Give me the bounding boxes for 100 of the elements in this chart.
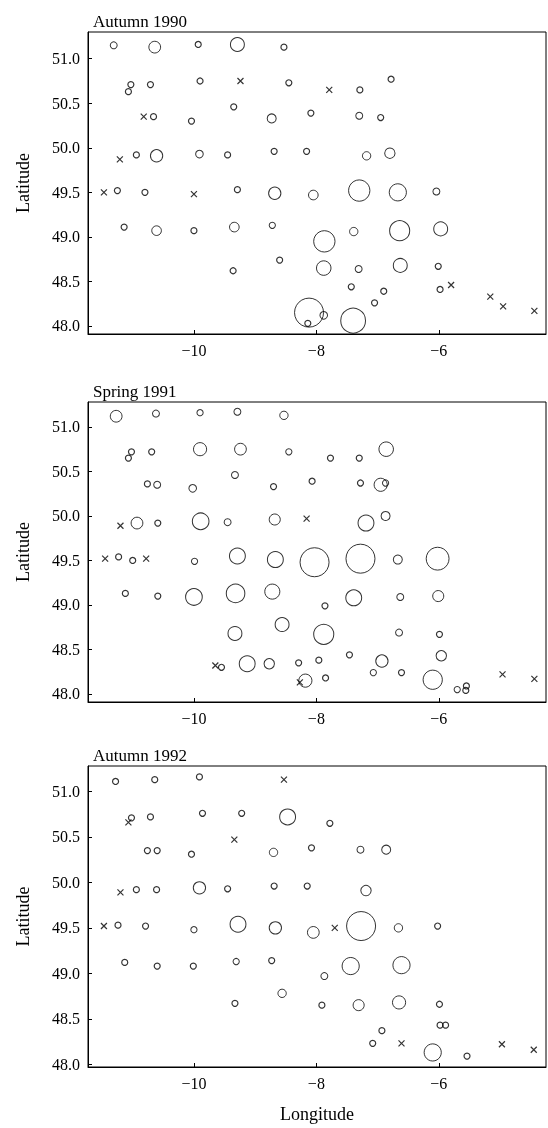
point: [224, 151, 232, 159]
point: [231, 999, 239, 1007]
y-axis-title: Latitude: [13, 522, 33, 582]
y-tick-label: 48.5: [52, 640, 80, 658]
point: [387, 75, 395, 83]
y-tick-label: 48.0: [52, 1055, 80, 1073]
point: [101, 555, 109, 563]
point: [326, 454, 335, 462]
x-axis-title: Longitude: [280, 1104, 354, 1124]
point: [307, 844, 316, 852]
point: [380, 287, 388, 295]
y-tick-label: 49.0: [52, 964, 80, 982]
x-tick-label: −8: [307, 1074, 325, 1092]
point: [308, 477, 316, 485]
y-tick-label: 50.0: [52, 139, 80, 157]
x-tick-label: −10: [181, 1074, 207, 1092]
point: [120, 223, 128, 231]
x-tick-label: −6: [430, 1074, 448, 1092]
point: [435, 1000, 444, 1008]
point: [142, 555, 150, 563]
point: [285, 79, 293, 87]
point: [270, 882, 278, 890]
chart-title: Autumn 1992: [93, 746, 187, 765]
point: [269, 482, 278, 491]
point: [280, 776, 288, 784]
point: [304, 319, 312, 327]
point: [530, 307, 538, 315]
point: [377, 113, 385, 122]
point: [143, 846, 151, 855]
point: [154, 519, 162, 527]
point: [280, 43, 288, 51]
point: [121, 958, 129, 967]
x-tick-label: −8: [307, 341, 325, 359]
y-tick-label: 50.5: [52, 828, 80, 846]
point: [187, 850, 196, 858]
point: [211, 661, 219, 670]
point: [121, 589, 129, 597]
y-tick-label: 51.0: [52, 418, 80, 436]
point: [295, 659, 303, 667]
point: [270, 147, 278, 155]
x-tick-label: −8: [307, 709, 325, 727]
y-tick-label: 49.5: [52, 919, 80, 937]
y-tick-label: 50.5: [52, 94, 80, 112]
point: [441, 1021, 450, 1029]
point: [463, 1052, 471, 1060]
point: [318, 1001, 326, 1009]
point: [434, 262, 442, 270]
point: [331, 924, 339, 932]
point: [369, 1039, 377, 1047]
point: [296, 678, 304, 687]
point: [499, 302, 507, 310]
point: [127, 448, 136, 456]
point: [233, 186, 241, 194]
point: [462, 682, 470, 690]
point: [124, 88, 133, 96]
x-tick-label: −6: [430, 709, 448, 727]
point: [356, 86, 364, 94]
point: [116, 155, 124, 163]
point: [397, 1039, 406, 1047]
point: [378, 1027, 386, 1035]
point: [347, 283, 355, 291]
point: [436, 285, 444, 294]
point: [303, 882, 311, 890]
chart-title: Autumn 1990: [93, 12, 187, 31]
point: [230, 103, 238, 111]
y-tick-label: 49.5: [52, 551, 80, 569]
point: [326, 819, 334, 827]
point: [321, 674, 330, 682]
y-axis-title: Latitude: [13, 886, 33, 947]
x-tick-label: −10: [181, 709, 207, 727]
point: [435, 630, 444, 638]
point: [356, 479, 365, 487]
point: [276, 256, 284, 264]
y-tick-label: 51.0: [52, 782, 80, 800]
point: [140, 113, 148, 121]
point: [498, 1040, 506, 1048]
y-tick-label: 49.0: [52, 596, 80, 614]
point: [462, 686, 470, 695]
point: [148, 448, 156, 456]
point: [434, 922, 442, 930]
point: [447, 281, 455, 289]
point: [111, 777, 120, 786]
y-tick-label: 48.0: [52, 317, 80, 335]
point: [229, 267, 237, 275]
point: [100, 188, 108, 196]
x-tick-label: −10: [181, 341, 207, 359]
point: [190, 227, 198, 235]
point: [397, 669, 406, 677]
y-tick-label: 51.0: [52, 50, 80, 68]
point: [153, 962, 161, 970]
y-tick-label: 48.5: [52, 272, 80, 290]
point: [436, 1021, 444, 1029]
x-tick-label: −6: [430, 341, 448, 359]
point: [187, 117, 196, 125]
point: [151, 776, 159, 784]
point: [195, 773, 204, 781]
y-tick-label: 48.0: [52, 685, 80, 703]
point: [132, 151, 140, 159]
point: [132, 886, 140, 894]
point: [154, 592, 162, 600]
